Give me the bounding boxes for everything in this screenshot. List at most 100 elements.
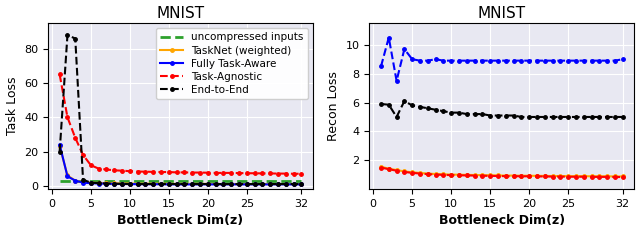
- TaskNet (weighted): [494, 174, 502, 177]
- End-to-End: [141, 183, 149, 185]
- Task-Agnostic: [518, 175, 525, 178]
- Fully Task-Aware: [447, 59, 455, 62]
- Fully Task-Aware: [118, 183, 126, 185]
- uncompressed inputs: [266, 179, 274, 182]
- Fully Task-Aware: [79, 181, 87, 184]
- uncompressed inputs: [72, 179, 79, 182]
- End-to-End: [149, 183, 157, 185]
- End-to-End: [471, 113, 479, 116]
- Legend: uncompressed inputs, TaskNet (weighted), Fully Task-Aware, Task-Agnostic, End-to: uncompressed inputs, TaskNet (weighted),…: [156, 28, 308, 99]
- Fully Task-Aware: [204, 183, 212, 186]
- uncompressed inputs: [95, 179, 102, 182]
- End-to-End: [180, 183, 188, 185]
- Line: Task-Agnostic: Task-Agnostic: [58, 73, 303, 175]
- End-to-End: [227, 183, 235, 185]
- TaskNet (weighted): [180, 182, 188, 185]
- uncompressed inputs: [102, 179, 110, 182]
- Task-Agnostic: [408, 171, 416, 174]
- TaskNet (weighted): [220, 183, 227, 185]
- TaskNet (weighted): [611, 175, 619, 178]
- Task-Agnostic: [212, 171, 220, 174]
- uncompressed inputs: [235, 179, 243, 182]
- Fully Task-Aware: [259, 183, 266, 186]
- Fully Task-Aware: [548, 59, 556, 62]
- TaskNet (weighted): [557, 175, 564, 177]
- Line: Task-Agnostic: Task-Agnostic: [380, 166, 625, 179]
- End-to-End: [509, 114, 517, 117]
- TaskNet (weighted): [188, 182, 196, 185]
- End-to-End: [416, 106, 424, 108]
- End-to-End: [204, 183, 212, 185]
- Line: TaskNet (weighted): TaskNet (weighted): [58, 145, 303, 186]
- TaskNet (weighted): [455, 173, 463, 176]
- Task-Agnostic: [494, 175, 502, 177]
- End-to-End: [432, 108, 440, 111]
- TaskNet (weighted): [479, 174, 486, 177]
- uncompressed inputs: [63, 179, 71, 182]
- Task-Agnostic: [580, 175, 588, 178]
- End-to-End: [134, 183, 141, 185]
- Task-Agnostic: [455, 174, 463, 177]
- Fully Task-Aware: [494, 59, 502, 62]
- Task-Agnostic: [72, 136, 79, 139]
- End-to-End: [541, 116, 548, 118]
- TaskNet (weighted): [266, 183, 274, 185]
- End-to-End: [212, 183, 220, 185]
- End-to-End: [533, 116, 541, 118]
- End-to-End: [79, 178, 87, 181]
- Task-Agnostic: [282, 172, 290, 175]
- Y-axis label: Recon Loss: Recon Loss: [327, 71, 340, 141]
- Fully Task-Aware: [266, 183, 274, 186]
- uncompressed inputs: [274, 179, 282, 182]
- TaskNet (weighted): [165, 182, 173, 185]
- TaskNet (weighted): [564, 175, 572, 178]
- TaskNet (weighted): [274, 183, 282, 185]
- Task-Agnostic: [56, 73, 63, 76]
- uncompressed inputs: [111, 179, 118, 182]
- uncompressed inputs: [157, 179, 165, 182]
- End-to-End: [580, 116, 588, 118]
- TaskNet (weighted): [541, 175, 548, 177]
- TaskNet (weighted): [502, 174, 509, 177]
- TaskNet (weighted): [72, 179, 79, 182]
- End-to-End: [525, 116, 533, 118]
- TaskNet (weighted): [393, 169, 401, 171]
- Fully Task-Aware: [149, 183, 157, 186]
- TaskNet (weighted): [149, 182, 157, 185]
- End-to-End: [393, 116, 401, 118]
- Fully Task-Aware: [377, 65, 385, 68]
- Task-Agnostic: [619, 176, 627, 178]
- Task-Agnostic: [541, 175, 548, 178]
- uncompressed inputs: [220, 179, 227, 182]
- End-to-End: [56, 150, 63, 153]
- TaskNet (weighted): [401, 170, 408, 173]
- End-to-End: [401, 100, 408, 103]
- TaskNet (weighted): [290, 183, 298, 185]
- Task-Agnostic: [595, 175, 603, 178]
- Task-Agnostic: [118, 169, 126, 172]
- Task-Agnostic: [87, 164, 95, 167]
- End-to-End: [385, 103, 392, 106]
- TaskNet (weighted): [87, 181, 95, 184]
- TaskNet (weighted): [95, 182, 102, 184]
- End-to-End: [377, 103, 385, 105]
- Task-Agnostic: [525, 175, 533, 178]
- End-to-End: [274, 183, 282, 185]
- Task-Agnostic: [463, 174, 470, 177]
- End-to-End: [220, 183, 227, 185]
- Task-Agnostic: [157, 171, 165, 173]
- Task-Agnostic: [548, 175, 556, 178]
- uncompressed inputs: [204, 179, 212, 182]
- End-to-End: [298, 183, 305, 185]
- End-to-End: [463, 113, 470, 116]
- uncompressed inputs: [188, 179, 196, 182]
- X-axis label: Bottleneck Dim(z): Bottleneck Dim(z): [439, 214, 565, 227]
- Fully Task-Aware: [56, 143, 63, 146]
- uncompressed inputs: [196, 179, 204, 182]
- End-to-End: [126, 183, 134, 185]
- End-to-End: [72, 37, 79, 40]
- Task-Agnostic: [564, 175, 572, 178]
- Fully Task-Aware: [455, 59, 463, 62]
- Task-Agnostic: [479, 174, 486, 177]
- Fully Task-Aware: [502, 59, 509, 62]
